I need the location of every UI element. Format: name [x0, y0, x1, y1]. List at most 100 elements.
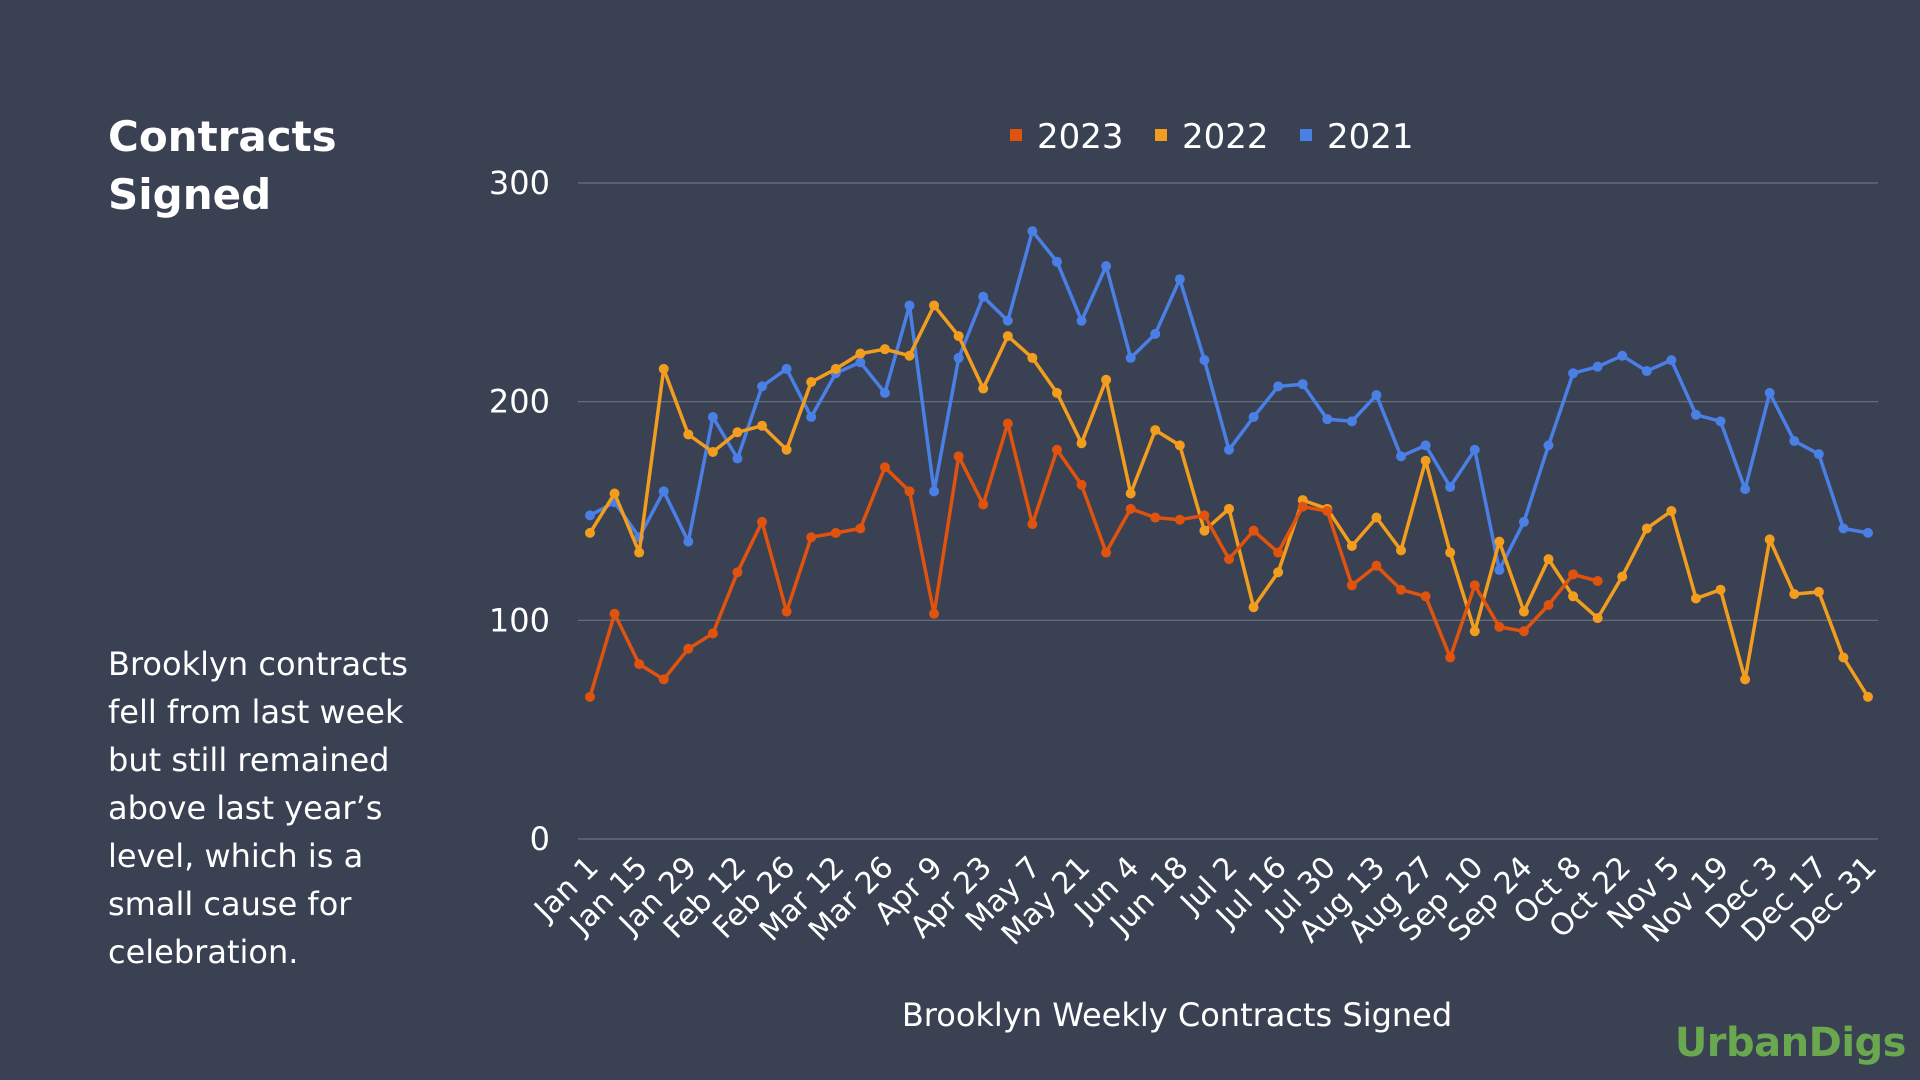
data-point: [855, 348, 866, 359]
legend-swatch-2023: [1010, 129, 1022, 141]
data-point: [1838, 523, 1849, 534]
data-point: [1346, 540, 1357, 551]
data-point: [879, 344, 890, 355]
y-tick-label: 100: [489, 601, 550, 639]
data-point: [1076, 438, 1087, 449]
data-point: [1224, 554, 1234, 565]
data-point: [781, 363, 792, 374]
y-tick-label: 0: [530, 820, 550, 858]
data-point: [634, 659, 645, 670]
data-point: [1322, 506, 1333, 516]
data-point: [1445, 481, 1456, 492]
data-point: [855, 357, 866, 368]
legend-label-2022: 2022: [1182, 117, 1269, 157]
data-point: [585, 527, 595, 538]
data-point: [732, 567, 743, 578]
data-point: [1002, 315, 1013, 326]
data-point: [1224, 444, 1234, 455]
y-axis-ticks: 0 100 200 300: [489, 164, 550, 858]
data-point: [1248, 602, 1259, 613]
data-point: [1371, 390, 1382, 401]
data-point: [585, 691, 595, 702]
data-point: [1101, 374, 1112, 385]
data-point: [1420, 455, 1431, 466]
data-point: [1469, 626, 1480, 637]
y-tick-label: 300: [489, 164, 550, 202]
data-point: [1445, 652, 1456, 663]
data-point: [1248, 525, 1259, 536]
series-2022: [585, 300, 1873, 702]
data-point: [1838, 652, 1849, 663]
data-point: [1592, 575, 1603, 586]
data-point: [978, 499, 989, 510]
series-line-2021: [589, 229, 1869, 572]
data-point: [683, 536, 694, 547]
data-point: [978, 383, 989, 394]
data-point: [1002, 331, 1013, 342]
grid-lines: [578, 182, 1878, 840]
data-point: [1224, 503, 1234, 514]
data-point: [1543, 600, 1554, 611]
series-line-2022: [588, 303, 1870, 698]
data-point: [1764, 534, 1775, 545]
data-point: [1617, 571, 1628, 582]
data-point: [1027, 226, 1038, 237]
data-point: [1125, 488, 1136, 499]
data-point: [683, 643, 694, 654]
urbandigs-logo: UrbanDigs: [1674, 1020, 1907, 1066]
data-point: [732, 427, 743, 438]
data-point: [658, 486, 669, 497]
description-text: Brooklyn contracts fell from last week b…: [108, 645, 408, 971]
data-point: [879, 387, 890, 398]
data-point: [953, 451, 964, 462]
data-point: [1494, 621, 1505, 632]
data-point: [1297, 379, 1308, 390]
data-point: [732, 453, 743, 464]
data-point: [1125, 503, 1136, 514]
data-point: [1420, 591, 1431, 602]
data-point: [1641, 366, 1652, 377]
data-point: [1076, 315, 1087, 326]
x-axis-label: Brooklyn Weekly Contracts Signed: [902, 996, 1452, 1034]
data-point: [1543, 554, 1554, 565]
data-point: [1420, 440, 1431, 451]
data-point: [879, 462, 890, 473]
data-point: [1076, 479, 1087, 490]
data-point: [1690, 409, 1701, 420]
data-point: [781, 606, 792, 617]
data-point: [1518, 626, 1529, 637]
data-point: [1740, 484, 1751, 495]
data-point: [1813, 586, 1824, 597]
data-point: [757, 420, 768, 431]
data-point: [757, 516, 768, 527]
data-point: [1101, 261, 1112, 272]
data-point: [1297, 501, 1308, 512]
series-2021: [585, 226, 1873, 576]
data-point: [1125, 352, 1136, 363]
data-point: [1027, 352, 1038, 363]
data-point: [1666, 506, 1677, 516]
page-title: Contracts Signed: [108, 112, 337, 219]
data-point: [1617, 350, 1628, 361]
data-point: [781, 444, 792, 455]
data-point: [1568, 569, 1579, 580]
data-point: [929, 486, 940, 497]
legend-swatch-2021: [1300, 129, 1312, 141]
data-point: [830, 363, 841, 374]
series-group: [585, 226, 1873, 702]
data-point: [978, 291, 989, 302]
data-point: [757, 381, 768, 392]
legend: 2023 2022 2021: [1010, 117, 1414, 157]
data-point: [904, 300, 915, 311]
data-point: [1543, 440, 1554, 451]
data-point: [1150, 425, 1161, 436]
data-point: [1494, 565, 1505, 576]
data-point: [953, 352, 964, 363]
data-point: [1592, 613, 1603, 624]
data-point: [707, 628, 718, 639]
data-point: [1248, 411, 1259, 422]
data-point: [953, 331, 964, 342]
data-point: [1469, 580, 1480, 591]
data-point: [1568, 368, 1579, 379]
